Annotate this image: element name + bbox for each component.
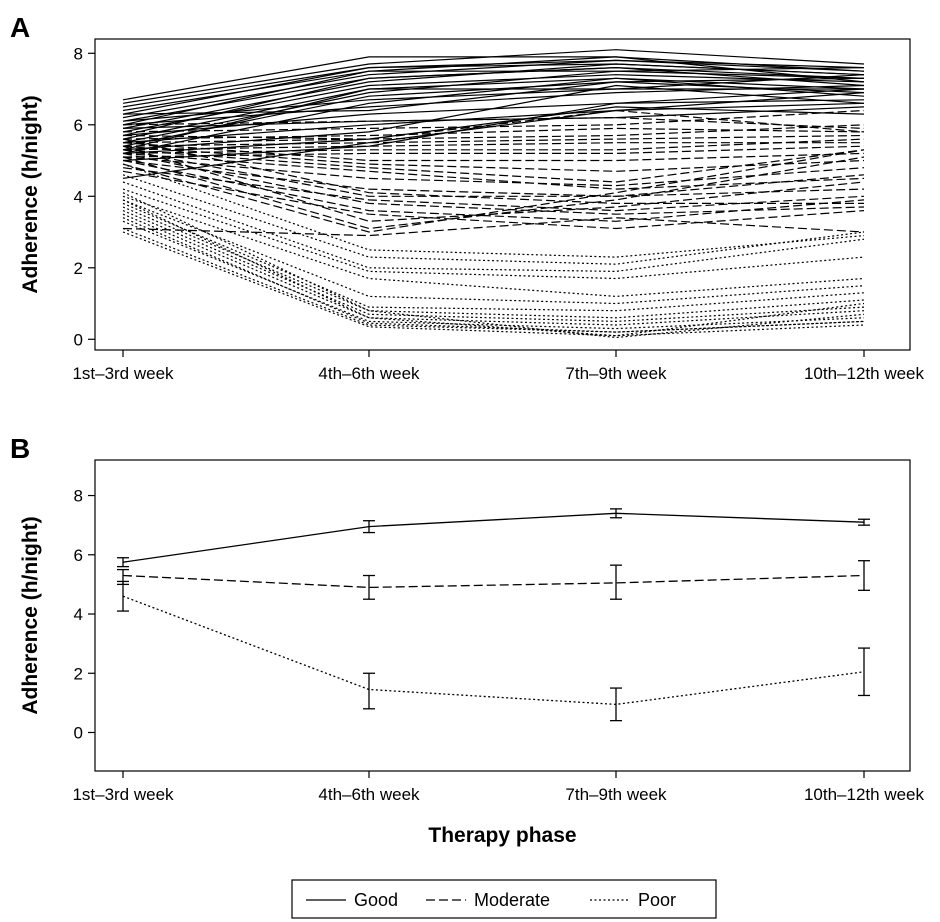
panel-a-individual-line <box>122 124 865 144</box>
panel-b-mean-line <box>122 574 865 589</box>
panel-a-y-tick-label: 2 <box>74 259 83 278</box>
legend: Good Moderate Poor <box>291 879 717 919</box>
panel-a: A 0 2 4 6 8 1st–3rd week 4th–6th week 7th–9th we… <box>10 12 925 383</box>
panel-b-y-tick-label: 6 <box>74 546 83 565</box>
panel-a-y-axis-title: Adherence (h/night) <box>19 95 42 293</box>
panel-a-individual-line <box>122 181 865 273</box>
panel-a-individual-line <box>122 59 865 119</box>
panel-a-individual-line <box>122 167 865 212</box>
panel-a-individual-line <box>122 66 865 137</box>
panel-a-individual-line <box>122 149 865 183</box>
panel-a-individual-line <box>122 202 865 312</box>
panel-b-mean-line <box>122 512 865 563</box>
panel-a-individual-line <box>122 109 865 140</box>
panel-a-plot-frame <box>94 38 911 351</box>
panel-a-individual-line <box>122 159 865 197</box>
panel-a-individual-line <box>122 188 865 280</box>
panel-b-x-axis-title: Therapy phase <box>428 824 576 847</box>
panel-a-individual-line <box>122 199 865 305</box>
panel-a-individual-line <box>122 142 864 151</box>
panel-a-individual-line <box>122 70 865 144</box>
panel-b-y-tick-label: 0 <box>74 723 83 742</box>
panel-a-individual-line <box>122 227 865 333</box>
legend-box <box>291 879 717 919</box>
panel-b-plot-frame <box>94 459 911 772</box>
panel-b-x-tick-label: 10th–12th week <box>804 785 925 804</box>
panel-a-x-tick-label: 1st–3rd week <box>72 364 174 383</box>
panel-a-group-good <box>122 49 865 179</box>
panel-letter-a: A <box>10 12 30 43</box>
panel-a-individual-line <box>122 77 865 140</box>
panel-a-individual-line <box>122 159 865 222</box>
panel-a-y-tick-label: 0 <box>74 330 83 349</box>
panel-a-individual-line <box>122 149 865 233</box>
panel-a-x-tick-label: 10th–12th week <box>804 364 925 383</box>
panel-a-individual-line <box>122 199 865 337</box>
panel-a-individual-line <box>122 138 864 204</box>
panel-b-y-tick-label: 4 <box>74 605 83 624</box>
panel-b-x-tick-label: 4th–6th week <box>318 785 420 804</box>
panel-a-individual-line <box>122 149 865 197</box>
panel-a-individual-line <box>122 88 864 122</box>
panel-a-individual-line <box>122 210 865 323</box>
panel-a-individual-line <box>122 77 865 154</box>
panel-a-individual-line <box>122 106 865 154</box>
panel-a-y-tick-label: 6 <box>74 116 83 135</box>
panel-letter-b: B <box>10 433 30 464</box>
panel-a-x-tick-label: 4th–6th week <box>318 364 420 383</box>
panel-a-individual-line <box>122 74 865 151</box>
legend-label-moderate: Moderate <box>474 890 550 910</box>
panel-a-individual-line <box>122 77 865 115</box>
panel-b-x-tick-label: 7th–9th week <box>565 785 667 804</box>
panel-b-series-moderate <box>117 560 870 600</box>
panel-a-individual-line <box>122 74 865 133</box>
panel-a-individual-line <box>122 116 865 129</box>
legend-label-good: Good <box>354 890 398 910</box>
panel-b-y-tick-label: 2 <box>74 664 83 683</box>
panel-a-individual-line <box>122 156 865 187</box>
panel-a-group-poor <box>122 163 865 339</box>
panel-a-individual-line <box>122 231 865 337</box>
legend-label-poor: Poor <box>638 890 676 910</box>
panel-a-individual-line <box>122 49 865 104</box>
panel-a-individual-line <box>122 217 865 237</box>
panel-a-group-moderate <box>122 109 865 237</box>
panel-a-individual-line <box>122 192 865 339</box>
panel-b-series-poor <box>117 580 870 722</box>
panel-a-individual-line <box>122 174 865 265</box>
panel-a-individual-line <box>122 109 865 133</box>
panel-a-individual-line <box>122 92 865 144</box>
panel-a-x-tick-label: 7th–9th week <box>565 364 667 383</box>
panel-b-x-tick-label: 1st–3rd week <box>72 785 174 804</box>
panel-b-y-tick-label: 8 <box>74 487 83 506</box>
panel-a-individual-line <box>122 195 865 298</box>
panel-a-y-tick-label: 4 <box>74 187 83 206</box>
panel-a-individual-line <box>122 152 865 190</box>
panel-a-individual-line <box>122 156 865 230</box>
panel-a-individual-line <box>122 170 865 230</box>
panel-b-mean-line <box>122 595 865 706</box>
panel-b-y-axis-title: Adherence (h/night) <box>19 516 42 714</box>
panel-b-series-good <box>117 508 870 568</box>
panel-a-individual-line <box>122 134 865 147</box>
panel-a-y-tick-label: 8 <box>74 44 83 63</box>
panel-a-individual-line <box>122 213 865 326</box>
panel-b: B 0 2 4 6 8 1st–3rd week 4th–6th week 7th–9th we… <box>10 433 925 847</box>
panel-a-individual-line <box>122 152 865 215</box>
panel-a-individual-line <box>122 163 865 258</box>
panel-a-individual-line <box>122 142 865 162</box>
panel-a-individual-line <box>122 206 865 319</box>
